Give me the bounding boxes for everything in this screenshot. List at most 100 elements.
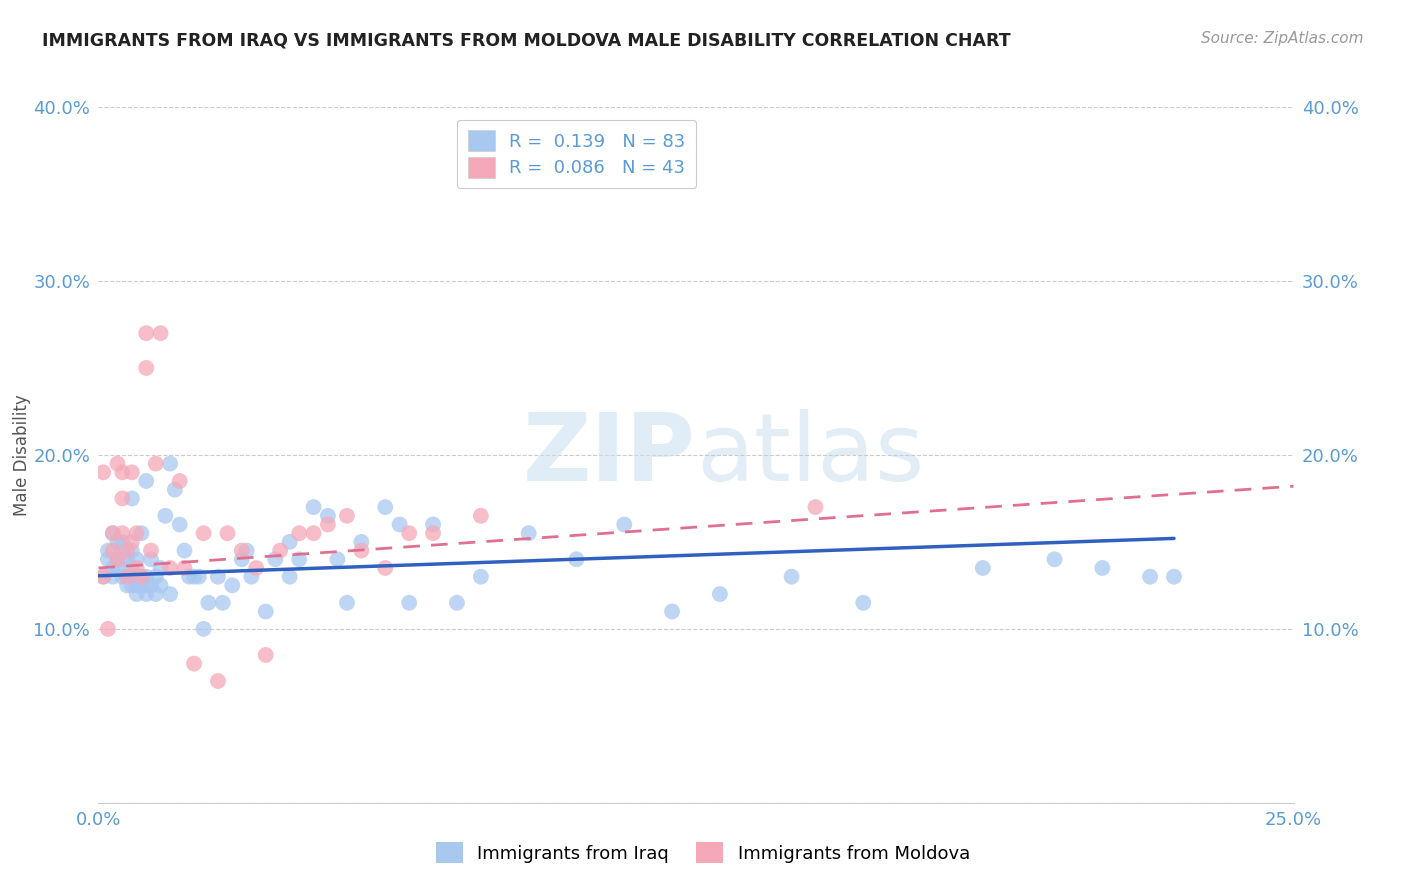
Point — [131, 578, 153, 592]
Point — [972, 561, 994, 575]
Point — [145, 570, 167, 584]
Point — [254, 605, 277, 619]
Point — [211, 596, 233, 610]
Point — [159, 457, 181, 471]
Point — [1043, 552, 1066, 566]
Point — [235, 543, 257, 558]
Point — [101, 526, 124, 541]
Point — [135, 326, 157, 340]
Point — [780, 570, 803, 584]
Point — [149, 326, 172, 340]
Point — [398, 526, 420, 541]
Point — [278, 534, 301, 549]
Point — [101, 570, 124, 584]
Point — [350, 543, 373, 558]
Point — [135, 360, 157, 375]
Point — [101, 526, 124, 541]
Point — [278, 570, 301, 584]
Point — [183, 570, 205, 584]
Point — [173, 561, 195, 575]
Point — [446, 596, 468, 610]
Point — [139, 543, 162, 558]
Point — [183, 657, 205, 671]
Point — [131, 526, 153, 541]
Point — [107, 561, 129, 575]
Point — [125, 570, 148, 584]
Point — [336, 596, 359, 610]
Point — [135, 474, 157, 488]
Point — [139, 552, 162, 566]
Point — [316, 517, 339, 532]
Point — [111, 491, 134, 506]
Point — [221, 578, 243, 592]
Point — [336, 508, 359, 523]
Point — [139, 578, 162, 592]
Point — [661, 605, 683, 619]
Legend: Immigrants from Iraq, Immigrants from Moldova: Immigrants from Iraq, Immigrants from Mo… — [427, 833, 979, 872]
Point — [107, 534, 129, 549]
Point — [231, 552, 253, 566]
Point — [125, 552, 148, 566]
Point — [145, 587, 167, 601]
Point — [217, 526, 239, 541]
Point — [121, 491, 143, 506]
Point — [149, 578, 172, 592]
Point — [1091, 561, 1114, 575]
Point — [91, 466, 114, 480]
Text: atlas: atlas — [696, 409, 924, 501]
Point — [125, 561, 148, 575]
Point — [149, 561, 172, 575]
Point — [91, 570, 114, 584]
Point — [288, 526, 311, 541]
Point — [107, 457, 129, 471]
Point — [111, 543, 134, 558]
Point — [565, 552, 588, 566]
Point — [121, 534, 143, 549]
Point — [470, 508, 492, 523]
Point — [111, 466, 134, 480]
Point — [193, 622, 215, 636]
Point — [125, 578, 148, 592]
Text: ZIP: ZIP — [523, 409, 696, 501]
Point — [125, 587, 148, 601]
Point — [121, 543, 143, 558]
Point — [1139, 570, 1161, 584]
Point — [422, 517, 444, 532]
Point — [121, 466, 143, 480]
Point — [388, 517, 411, 532]
Point — [245, 561, 267, 575]
Point — [115, 578, 138, 592]
Point — [613, 517, 636, 532]
Point — [97, 552, 120, 566]
Point — [240, 570, 263, 584]
Point — [115, 570, 138, 584]
Point — [97, 543, 120, 558]
Point — [197, 596, 219, 610]
Point — [169, 517, 191, 532]
Point — [135, 578, 157, 592]
Point — [326, 552, 349, 566]
Point — [231, 543, 253, 558]
Point — [169, 474, 191, 488]
Point — [91, 570, 114, 584]
Point — [115, 543, 138, 558]
Point — [1163, 570, 1185, 584]
Point — [111, 534, 134, 549]
Point — [709, 587, 731, 601]
Point — [207, 674, 229, 689]
Point — [422, 526, 444, 541]
Point — [517, 526, 540, 541]
Point — [159, 587, 181, 601]
Point — [288, 552, 311, 566]
Point — [111, 570, 134, 584]
Point — [97, 622, 120, 636]
Point — [135, 570, 157, 584]
Point — [125, 526, 148, 541]
Point — [101, 543, 124, 558]
Point — [121, 561, 143, 575]
Point — [111, 526, 134, 541]
Point — [131, 570, 153, 584]
Point — [374, 500, 396, 514]
Point — [269, 543, 291, 558]
Point — [470, 570, 492, 584]
